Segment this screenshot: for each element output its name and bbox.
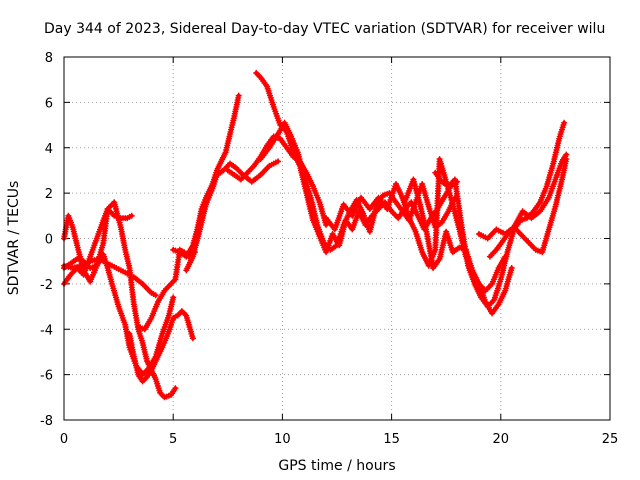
y-tick-label: 8 (45, 51, 53, 66)
y-tick-label: -8 (40, 414, 53, 429)
data-series-track-10 (253, 69, 461, 256)
x-tick-label: 20 (493, 432, 510, 447)
data-point (235, 92, 242, 99)
y-axis-label: SDTVAR / TECUs (6, 181, 22, 296)
data-series-track-14 (432, 119, 568, 310)
data-point (152, 292, 159, 299)
y-tick-label: 6 (45, 96, 53, 111)
data-point (128, 212, 135, 219)
data-point (563, 156, 570, 163)
x-tick-label: 0 (60, 432, 68, 447)
y-tick-label: -4 (40, 323, 53, 338)
y-tick-label: 0 (45, 233, 53, 248)
data-series-track-3 (61, 199, 179, 401)
y-tick-label: -2 (40, 278, 53, 293)
data-point (275, 158, 281, 165)
data-point (189, 335, 196, 342)
data-point (172, 385, 179, 392)
x-tick-label: 15 (383, 432, 400, 447)
data-series-track-11 (257, 119, 458, 253)
x-tick-label: 5 (169, 432, 177, 447)
data-series-track-5 (126, 308, 196, 385)
tick-layer: 0 5 10 15 20 25 -8 -6 -4 -2 0 2 4 6 8 (40, 51, 618, 447)
data-point (561, 119, 568, 126)
data-series-track-16 (486, 156, 570, 260)
plot-frame (63, 56, 611, 421)
data-series-track-15 (476, 151, 570, 242)
x-axis-label: GPS time / hours (278, 458, 395, 474)
series-line (171, 93, 241, 259)
y-tick-label: 2 (45, 187, 53, 202)
data-series-track-8 (183, 158, 281, 274)
x-tick-label: 25 (602, 432, 619, 447)
series-line (127, 309, 195, 384)
data-point (508, 265, 515, 271)
series-layer (61, 69, 570, 401)
data-point (323, 221, 330, 228)
data-series-track-7 (170, 92, 242, 260)
y-tick-label: 4 (45, 142, 53, 157)
data-point (170, 294, 177, 301)
y-tick-label: -6 (40, 369, 53, 384)
x-tick-label: 10 (274, 432, 291, 447)
chart-title: Day 344 of 2023, Sidereal Day-to-day VTE… (44, 21, 605, 37)
